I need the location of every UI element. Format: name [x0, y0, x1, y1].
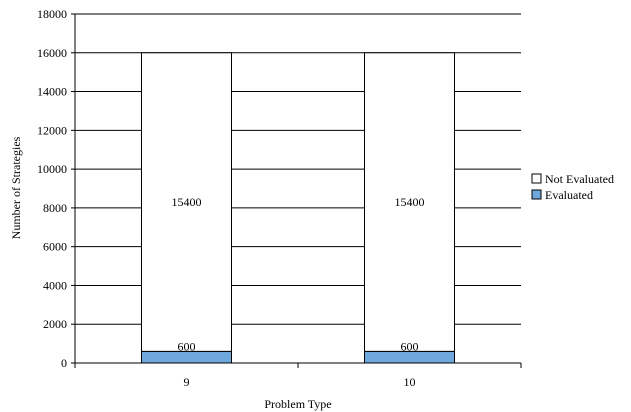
y-tick-label: 2000 — [43, 317, 67, 331]
legend-label: Evaluated — [545, 188, 593, 202]
data-label: 600 — [178, 339, 196, 353]
bars — [141, 52, 455, 364]
x-tick-label: 9 — [184, 375, 190, 389]
x-tick-label: 10 — [404, 375, 416, 389]
legend: Not Evaluated Evaluated — [531, 172, 614, 202]
y-tick-label: 16000 — [37, 46, 67, 60]
data-label: 15400 — [395, 195, 425, 209]
x-axis-title: Problem Type — [264, 397, 331, 411]
y-tick-label: 8000 — [43, 201, 67, 215]
y-tick-label: 10000 — [37, 162, 67, 176]
y-axis-title: Number of Strategies — [9, 136, 23, 239]
bar-segment-not-evaluated — [141, 52, 232, 352]
data-label: 600 — [401, 339, 419, 353]
axes: 0 2000 4000 6000 8000 10000 12000 14000 16000 180… — [37, 7, 522, 389]
y-tick-label: 12000 — [37, 123, 67, 137]
y-tick-label: 0 — [61, 356, 67, 370]
data-labels: 600 15400 600 15400 — [172, 195, 425, 353]
legend-swatch — [531, 173, 542, 184]
legend-swatch — [531, 189, 542, 200]
data-label: 15400 — [172, 195, 202, 209]
y-tick-label: 6000 — [43, 240, 67, 254]
bar-segment-not-evaluated — [364, 52, 455, 352]
y-tick-label: 4000 — [43, 278, 67, 292]
y-tick-label: 14000 — [37, 85, 67, 99]
y-tick-label: 18000 — [37, 7, 67, 21]
legend-label: Not Evaluated — [545, 172, 614, 186]
